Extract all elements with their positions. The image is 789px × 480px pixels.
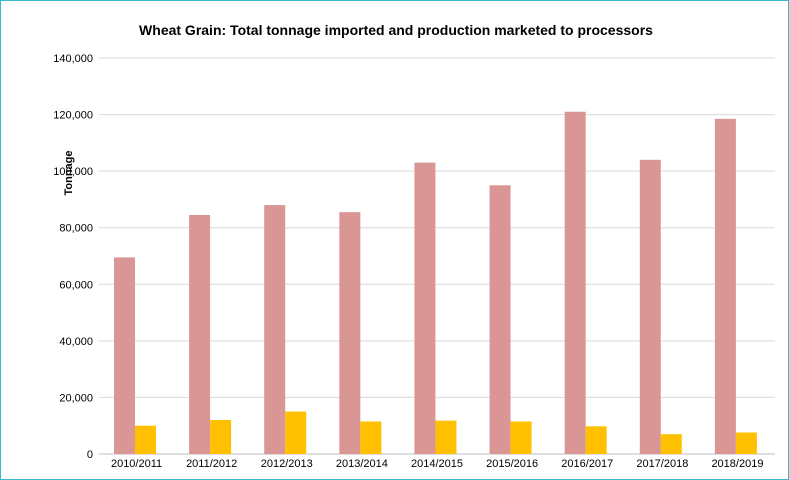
bar-series-1 (639, 159, 661, 455)
y-tick-label: 100,000 (53, 166, 93, 178)
x-tick-labels: 2010/2011 2011/2012 2012/2013 2013/2014 2014… (111, 458, 763, 470)
bar-series-1 (189, 214, 211, 454)
x-tick-label: 2012/2013 (261, 458, 313, 470)
bar-series-2 (660, 434, 682, 454)
bar-series-2 (510, 421, 532, 454)
bars (114, 111, 757, 455)
x-tick-label: 2011/2012 (186, 458, 237, 470)
bar-series-2 (210, 420, 232, 454)
y-tick-labels: 0 20,000 40,000 60,000 80,000 100,000 120,000 1… (53, 53, 93, 461)
y-tick-label: 80,000 (59, 223, 93, 235)
bar-series-1 (114, 257, 135, 454)
x-tick-label: 2015/2016 (486, 458, 538, 470)
bar-series-2 (735, 432, 757, 454)
bar-series-1 (414, 162, 436, 454)
gridlines (99, 57, 775, 455)
x-tick-label: 2010/2011 (111, 458, 162, 470)
bar-series-2 (285, 411, 307, 454)
y-tick-label: 40,000 (59, 336, 93, 348)
bar-series-1 (264, 205, 286, 454)
bar-series-2 (585, 426, 607, 454)
bar-series-2 (435, 420, 457, 454)
x-tick-label: 2013/2014 (336, 458, 388, 470)
x-tick-label: 2014/2015 (411, 458, 463, 470)
bar-series-1 (489, 185, 511, 455)
x-tick-label: 2016/2017 (561, 458, 613, 470)
x-tick-label: 2017/2018 (636, 458, 688, 470)
chart-title: Wheat Grain: Total tonnage imported and … (139, 22, 653, 38)
y-tick-label: 120,000 (53, 110, 93, 122)
bar-series-1 (564, 111, 586, 454)
bar-series-2 (135, 425, 156, 454)
y-tick-label: 60,000 (59, 279, 93, 291)
bar-series-2 (360, 421, 382, 454)
y-axis-label: Tonnage (63, 150, 75, 195)
y-tick-label: 0 (87, 449, 93, 461)
y-tick-label: 140,000 (53, 53, 93, 65)
bar-series-1 (714, 118, 736, 455)
x-tick-label: 2018/2019 (711, 458, 763, 470)
bar-series-1 (339, 212, 361, 454)
y-tick-label: 20,000 (59, 392, 93, 404)
